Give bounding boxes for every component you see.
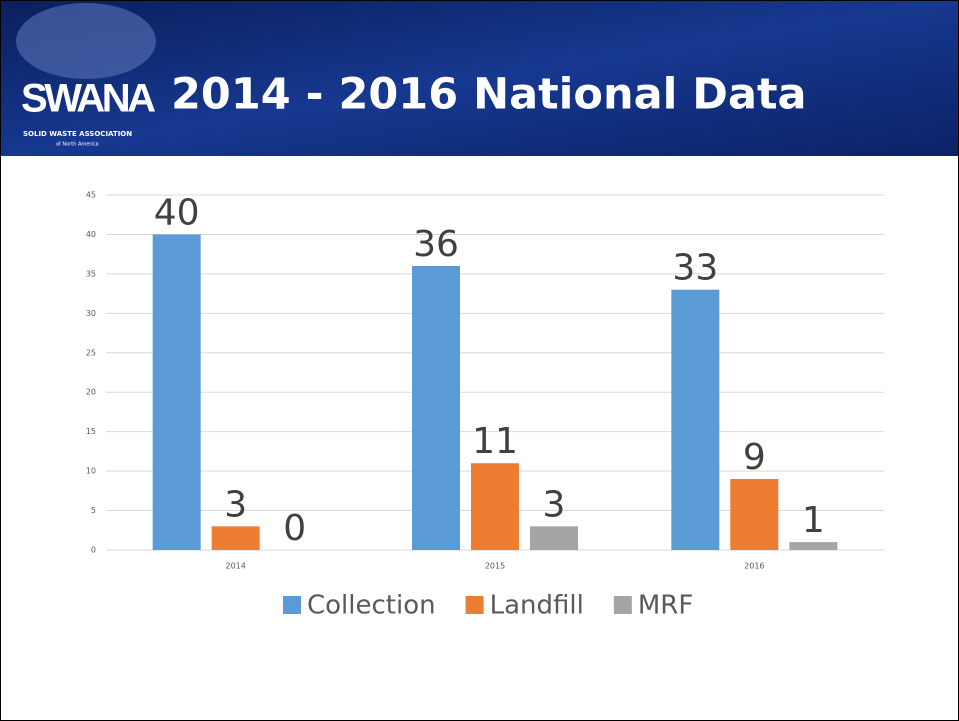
bar bbox=[471, 463, 519, 550]
logo: SWANA bbox=[21, 77, 156, 121]
data-label: 36 bbox=[413, 224, 459, 265]
y-tick-label: 25 bbox=[86, 348, 96, 357]
data-label: 40 bbox=[154, 192, 200, 233]
y-tick-label: 5 bbox=[91, 506, 96, 515]
y-tick-label: 15 bbox=[86, 427, 96, 436]
data-label: 1 bbox=[802, 500, 825, 541]
legend-swatch bbox=[283, 596, 301, 614]
bar bbox=[671, 289, 720, 550]
logo-globe bbox=[16, 3, 156, 79]
y-tick-label: 45 bbox=[86, 191, 96, 200]
legend-label: Landfill bbox=[490, 591, 584, 621]
header-band bbox=[1, 1, 958, 156]
y-tick-label: 0 bbox=[91, 546, 96, 555]
bar bbox=[530, 526, 578, 550]
bar bbox=[211, 526, 260, 550]
y-tick-label: 10 bbox=[86, 467, 96, 476]
logo-line: of North America bbox=[56, 142, 99, 148]
bar bbox=[730, 479, 779, 550]
data-label: 0 bbox=[283, 508, 306, 549]
y-tick-label: 40 bbox=[86, 230, 96, 239]
y-tick-label: 35 bbox=[86, 269, 96, 278]
chart-title: 2014 - 2016 National Data bbox=[171, 70, 807, 120]
legend-label: MRF bbox=[638, 591, 693, 621]
data-label: 3 bbox=[224, 484, 247, 525]
legend-label: Collection bbox=[307, 591, 436, 621]
legend-swatch bbox=[465, 596, 484, 614]
x-tick-label: 2015 bbox=[485, 562, 505, 571]
x-tick-label: 2016 bbox=[744, 562, 764, 571]
y-tick-label: 30 bbox=[86, 309, 96, 318]
data-label: 3 bbox=[543, 484, 566, 525]
data-label: 33 bbox=[672, 248, 718, 289]
bar bbox=[789, 542, 838, 550]
legend-swatch bbox=[613, 596, 632, 614]
logo-line: SOLID WASTE ASSOCIATION bbox=[23, 130, 132, 138]
data-label: 9 bbox=[743, 437, 766, 478]
y-tick-label: 20 bbox=[86, 388, 96, 397]
data-label: 11 bbox=[472, 421, 518, 462]
bar bbox=[152, 234, 201, 550]
x-tick-label: 2014 bbox=[225, 562, 245, 571]
bar bbox=[412, 266, 460, 550]
